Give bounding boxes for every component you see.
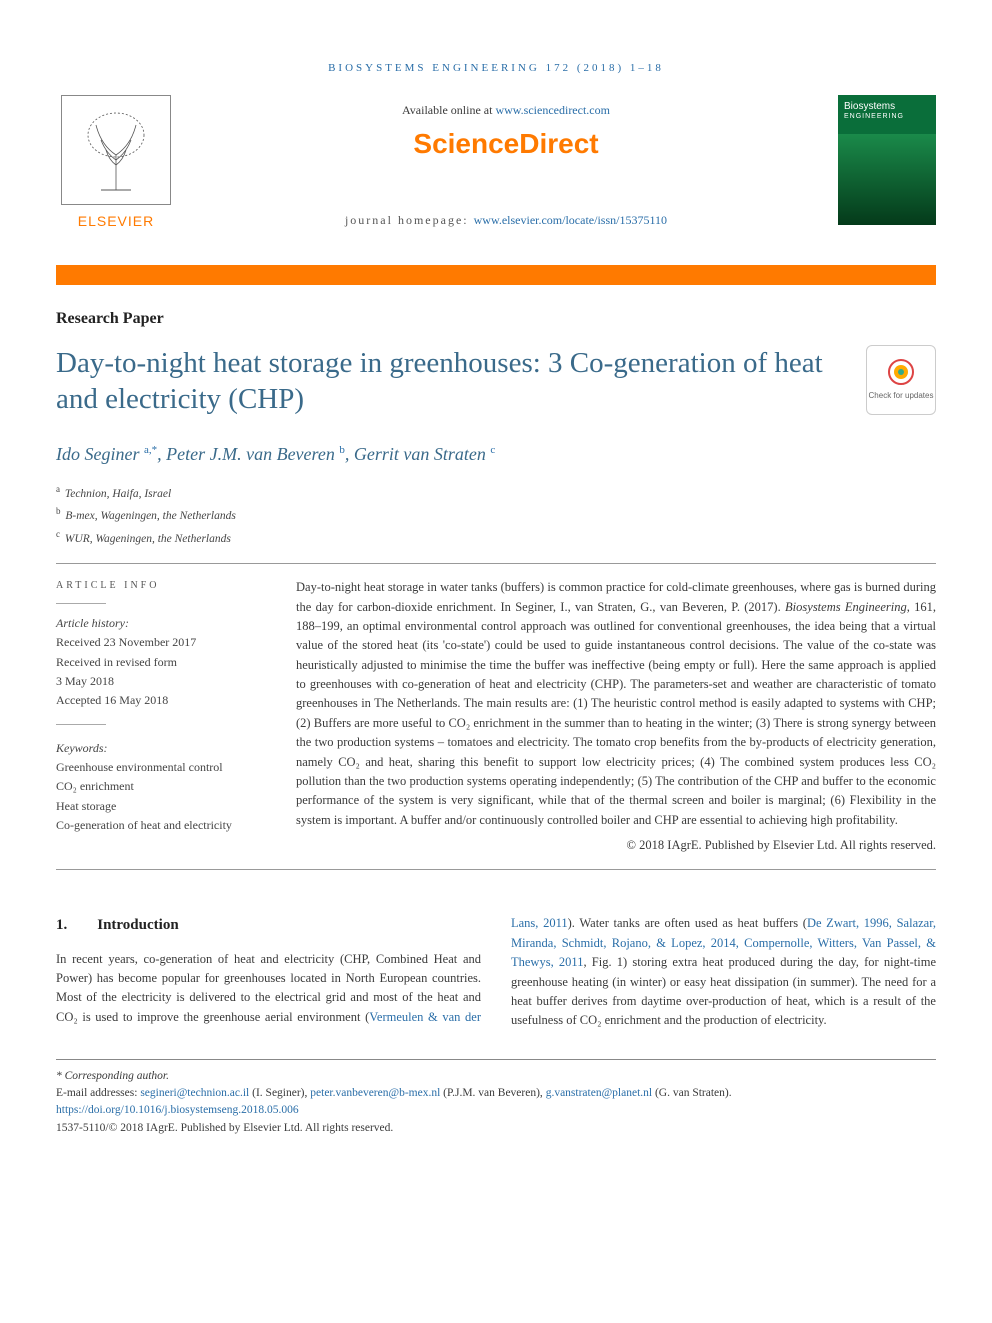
keyword-2: CO₂ enrichment (56, 777, 266, 796)
affiliations: a Technion, Haifa, Israel b B-mex, Wagen… (56, 482, 936, 549)
email-addresses-line: E-mail addresses: segineri@technion.ac.i… (56, 1085, 936, 1102)
info-rule-1 (56, 603, 106, 604)
abstract-journal-italic: Biosystems Engineering (785, 600, 907, 614)
author-3-aff[interactable]: c (490, 444, 495, 456)
email-3-who: (G. van Straten). (652, 1087, 732, 1099)
intro-text-1c: often used as heat buffers ( (665, 916, 807, 930)
email-2-who: (P.J.M. van Beveren), (440, 1087, 545, 1099)
available-prefix: Available online at (402, 103, 495, 117)
elsevier-tree-icon (61, 95, 171, 205)
aff-b-sup: b (56, 506, 61, 516)
available-online-line: Available online at www.sciencedirect.co… (186, 101, 826, 119)
aff-c-sup: c (56, 529, 60, 539)
keyword-3: Heat storage (56, 797, 266, 816)
author-1-aff[interactable]: a, (144, 444, 152, 456)
sciencedirect-link[interactable]: www.sciencedirect.com (495, 103, 610, 117)
email-1-who: (I. Seginer), (249, 1087, 310, 1099)
email-label: E-mail addresses: (56, 1087, 140, 1099)
affiliation-c: c WUR, Wageningen, the Netherlands (56, 527, 936, 549)
sep: , (345, 444, 354, 464)
elsevier-wordmark: ELSEVIER (56, 211, 176, 232)
email-1[interactable]: segineri@technion.ac.il (140, 1087, 249, 1099)
section-1-number: 1. (56, 914, 67, 937)
aff-b-text: B-mex, Wageningen, the Netherlands (65, 510, 235, 522)
journal-cover-thumb[interactable]: Biosystems ENGINEERING (838, 95, 936, 225)
body-two-columns: 1. Introduction In recent years, co-gene… (56, 914, 936, 1033)
history-label: Article history: (56, 614, 266, 633)
article-title: Day-to-night heat storage in greenhouses… (56, 345, 848, 418)
abstract-column: Day-to-night heat storage in water tanks… (296, 578, 936, 855)
check-updates-label: Check for updates (869, 390, 934, 402)
cover-title: Biosystems (844, 101, 930, 112)
section-1-title: Introduction (97, 914, 178, 937)
author-1[interactable]: Ido Seginer (56, 444, 139, 464)
aff-a-sup: a (56, 484, 60, 494)
keywords-label: Keywords: (56, 739, 266, 758)
sciencedirect-logo[interactable]: ScienceDirect (186, 123, 826, 165)
running-head: biosystems engineering 172 (2018) 1–18 (56, 60, 936, 77)
author-3[interactable]: Gerrit van Straten (354, 444, 486, 464)
homepage-prefix: journal homepage: (345, 213, 474, 227)
history-revised-1: Received in revised form (56, 653, 266, 672)
crossmark-icon (886, 357, 916, 387)
article-info-column: article info Article history: Received 2… (56, 578, 266, 855)
sep: , (157, 444, 166, 464)
abstract-copyright: © 2018 IAgrE. Published by Elsevier Ltd.… (296, 836, 936, 855)
orange-divider-bar (56, 265, 936, 285)
article-info-head: article info (56, 578, 266, 593)
history-received: Received 23 November 2017 (56, 633, 266, 652)
email-2[interactable]: peter.vanbeveren@b-mex.nl (310, 1087, 440, 1099)
aff-c-text: WUR, Wageningen, the Netherlands (65, 533, 231, 545)
keyword-4: Co-generation of heat and electricity (56, 816, 266, 835)
article-type: Research Paper (56, 307, 936, 331)
masthead: ELSEVIER Available online at www.science… (56, 95, 936, 265)
info-rule-2 (56, 724, 106, 725)
rule-below-abstract (56, 869, 936, 870)
corresponding-author-note: * Corresponding author. (56, 1068, 936, 1085)
masthead-center: Available online at www.sciencedirect.co… (186, 95, 826, 229)
history-revised-2: 3 May 2018 (56, 672, 266, 691)
history-accepted: Accepted 16 May 2018 (56, 691, 266, 710)
section-1-heading: 1. Introduction (56, 914, 481, 937)
cover-subtitle: ENGINEERING (844, 112, 930, 123)
journal-homepage-line: journal homepage: www.elsevier.com/locat… (186, 211, 826, 229)
intro-text-1b: ). Water tanks are (568, 916, 665, 930)
issn-copyright: 1537-5110/© 2018 IAgrE. Published by Els… (56, 1120, 936, 1137)
elsevier-logo[interactable]: ELSEVIER (56, 95, 176, 245)
aff-a-text: Technion, Haifa, Israel (65, 488, 171, 500)
check-for-updates-button[interactable]: Check for updates (866, 345, 936, 415)
rule-above-info (56, 563, 936, 564)
keyword-1: Greenhouse environmental control (56, 758, 266, 777)
affiliation-a: a Technion, Haifa, Israel (56, 482, 936, 504)
journal-homepage-link[interactable]: www.elsevier.com/locate/issn/15375110 (474, 213, 667, 227)
footnotes: * Corresponding author. E-mail addresses… (56, 1059, 936, 1137)
affiliation-b: b B-mex, Wageningen, the Netherlands (56, 504, 936, 526)
doi-link[interactable]: https://doi.org/10.1016/j.biosystemseng.… (56, 1104, 299, 1116)
author-2[interactable]: Peter J.M. van Beveren (166, 444, 335, 464)
authors-line: Ido Seginer a,*, Peter J.M. van Beveren … (56, 441, 936, 468)
abstract-text-2: , 161, 188–199, an optimal environmental… (296, 600, 936, 827)
email-3[interactable]: g.vanstraten@planet.nl (546, 1087, 652, 1099)
